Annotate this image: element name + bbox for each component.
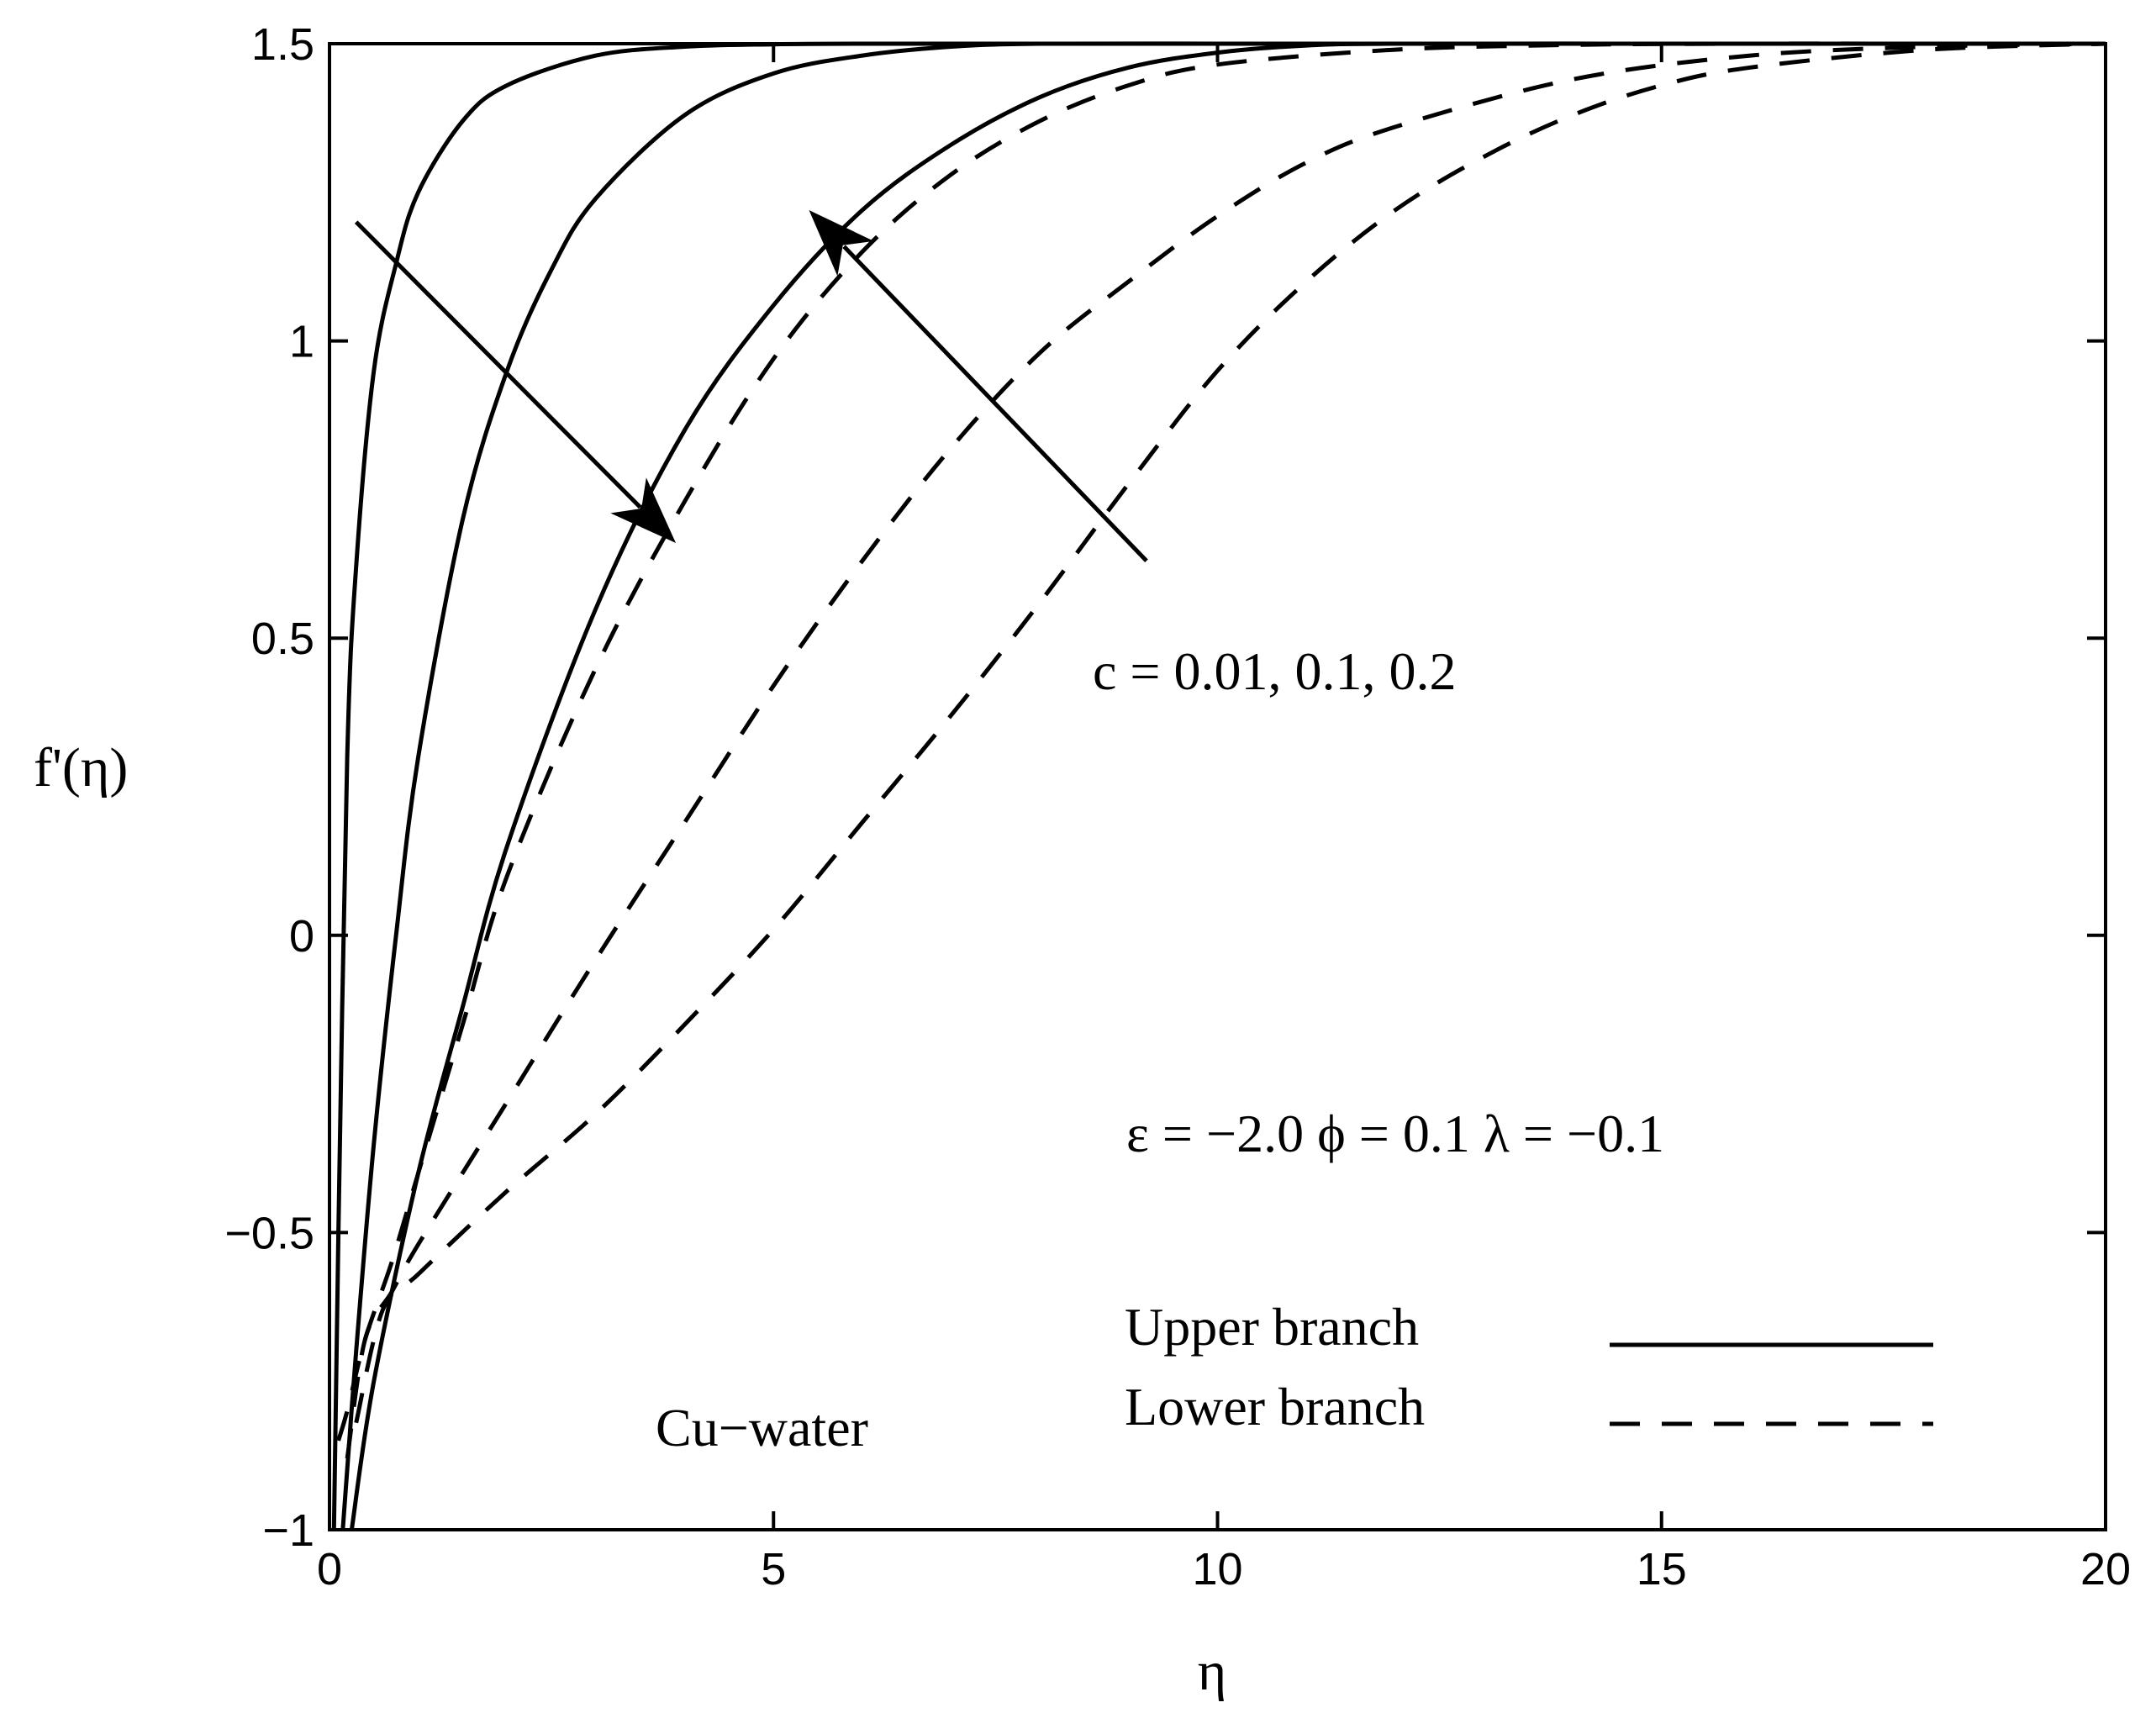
y-tick-label: 1.5 — [251, 19, 314, 70]
arrow-1-head — [610, 477, 677, 544]
y-tick-label: 0.5 — [251, 614, 314, 664]
x-tick-label: 0 — [317, 1544, 342, 1594]
arrow-1-shaft — [354, 220, 642, 509]
x-axis-label: η — [1198, 1641, 1227, 1702]
arrows-layer — [354, 210, 1148, 562]
y-tick-label: −1 — [262, 1505, 314, 1556]
ticks-layer — [328, 42, 2107, 1531]
legend: Upper branch Lower branch — [1125, 1297, 1933, 1436]
x-tick-label: 20 — [2080, 1544, 2131, 1594]
legend-label-upper: Upper branch — [1125, 1297, 1419, 1357]
fluid-annotation: Cu−water — [656, 1398, 868, 1457]
y-tick-label: −0.5 — [224, 1208, 314, 1258]
series-lower-branch-c-0_2 — [354, 41, 2106, 1424]
series-lower-branch-c-0_1 — [345, 41, 2106, 1459]
tick-labels-layer: 0 5 10 15 20 −1 −0.5 0 0.5 1 1.5 — [224, 19, 2131, 1594]
legend-label-lower: Lower branch — [1125, 1377, 1425, 1436]
x-tick-label: 10 — [1192, 1544, 1242, 1594]
parameters-annotation: ε = −2.0 ϕ = 0.1 λ = −0.1 — [1126, 1104, 1664, 1163]
y-axis-label: f'(η) — [34, 737, 128, 799]
arrow-2-shaft — [842, 245, 1148, 562]
arrow-2-head — [809, 210, 874, 277]
x-tick-label: 15 — [1637, 1544, 1687, 1594]
x-tick-label: 5 — [761, 1544, 786, 1594]
series-lower-branch-c-0_01 — [336, 41, 2106, 1442]
c-values-annotation: c = 0.01, 0.1, 0.2 — [1093, 641, 1457, 701]
y-tick-label: 0 — [289, 911, 314, 962]
y-tick-label: 1 — [289, 317, 314, 367]
